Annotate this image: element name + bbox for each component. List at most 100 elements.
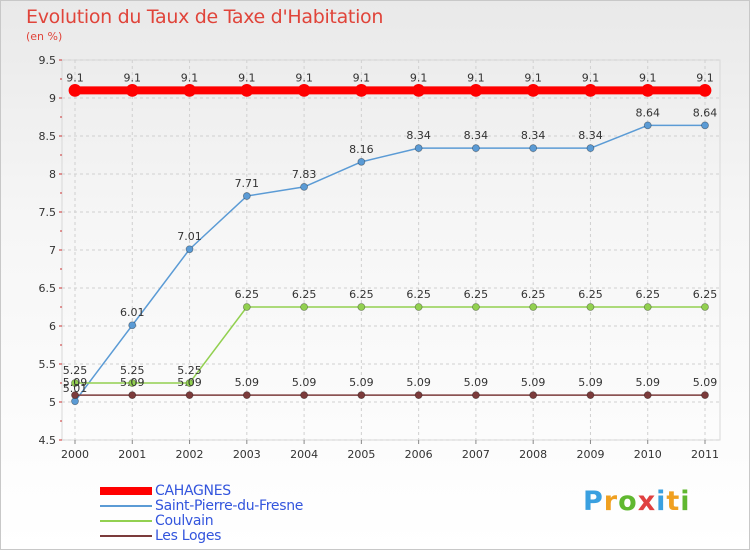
x-tick-label: 2001	[118, 448, 146, 461]
series-line	[75, 306, 705, 384]
data-label: 5.09	[177, 376, 202, 389]
data-point	[128, 321, 137, 330]
data-label: 8.34	[464, 129, 489, 142]
legend-label: Saint-Pierre-du-Fresne	[155, 497, 304, 514]
data-label: 6.25	[235, 288, 260, 301]
x-tick-label: 2003	[233, 448, 261, 461]
data-point	[643, 303, 652, 311]
logo-letter: o	[618, 486, 638, 517]
logo-letter: t	[666, 486, 681, 517]
data-point	[414, 144, 423, 153]
data-point	[586, 303, 595, 311]
data-label: 9.1	[353, 71, 371, 84]
data-point	[529, 144, 538, 153]
data-point	[641, 84, 655, 97]
data-label: 6.25	[292, 288, 317, 301]
logo-letter: i	[680, 486, 691, 517]
data-label: 6.25	[521, 288, 546, 301]
data-point	[357, 303, 366, 311]
data-point	[643, 121, 652, 130]
data-point	[183, 84, 196, 97]
data-point	[125, 84, 139, 97]
logo-letter: i	[656, 486, 667, 517]
data-point	[701, 121, 709, 130]
y-tick-label: 5.5	[39, 358, 57, 371]
data-label: 6.01	[120, 306, 145, 319]
data-label: 9.1	[295, 71, 313, 84]
legend-swatch	[100, 519, 152, 522]
data-point	[529, 303, 538, 311]
logo-letter: x	[637, 486, 657, 517]
data-point	[412, 84, 426, 97]
data-label: 5.09	[235, 376, 260, 389]
data-point	[469, 84, 483, 97]
data-point	[185, 245, 194, 254]
data-label: 9.1	[524, 71, 542, 84]
data-point	[698, 84, 712, 97]
y-tick-label: 9	[49, 92, 56, 105]
legend-swatch	[100, 504, 152, 507]
data-label: 6.25	[693, 288, 718, 301]
data-point	[240, 84, 254, 97]
legend-item: CAHAGNES	[100, 482, 303, 499]
data-label: 9.1	[124, 71, 142, 84]
x-tick-label: 2002	[176, 448, 204, 461]
x-tick-label: 2007	[462, 448, 490, 461]
data-point	[128, 391, 137, 400]
y-tick-label: 8.5	[39, 130, 57, 143]
data-label: 5.09	[521, 376, 546, 389]
data-label: 8.34	[406, 129, 431, 142]
data-label: 6.25	[464, 288, 489, 301]
data-point	[701, 303, 709, 311]
y-tick-label: 7.5	[39, 206, 57, 219]
data-label: 9.1	[696, 71, 714, 84]
data-point	[472, 303, 480, 311]
data-point	[701, 391, 709, 400]
data-label: 8.16	[349, 143, 374, 156]
y-tick-label: 6	[49, 320, 56, 333]
data-label: 9.1	[639, 71, 657, 84]
data-point	[242, 192, 251, 200]
legend-label: CAHAGNES	[155, 482, 231, 499]
data-label: 5.09	[349, 376, 374, 389]
data-label: 8.64	[635, 106, 660, 119]
y-tick-label: 8	[49, 168, 56, 181]
data-point	[242, 391, 251, 400]
data-label: 9.1	[467, 71, 485, 84]
data-label: 5.25	[63, 364, 88, 377]
data-point	[300, 183, 308, 191]
data-point	[128, 379, 137, 387]
data-point	[643, 391, 652, 400]
data-point	[185, 379, 194, 387]
data-label: 6.25	[406, 288, 431, 301]
data-label: 6.25	[349, 288, 374, 301]
data-point	[472, 144, 480, 153]
legend-item: Coulvain	[100, 512, 303, 529]
chart-legend: CAHAGNES Saint-Pierre-du-Fresne Coulvain Le…	[100, 482, 304, 544]
legend-swatch	[100, 534, 152, 537]
data-label: 5.09	[635, 376, 660, 389]
data-point	[300, 391, 308, 400]
data-point	[414, 303, 423, 311]
series-line	[74, 124, 705, 402]
data-point	[297, 84, 311, 97]
data-point	[71, 379, 79, 387]
data-label: 5.25	[177, 364, 202, 377]
data-point	[300, 303, 308, 311]
data-point	[586, 144, 595, 153]
chart-title: Evolution du Taux de Taxe d'Habitation	[26, 6, 384, 28]
data-label: 8.34	[521, 129, 546, 142]
data-label: 7.71	[235, 177, 260, 190]
logo-letter: P	[583, 486, 604, 517]
data-label: 9.1	[582, 71, 600, 84]
legend-label: Coulvain	[155, 512, 214, 529]
y-tick-label: 7	[49, 244, 56, 257]
data-label: 6.25	[635, 288, 660, 301]
y-tick-label: 5	[49, 396, 56, 409]
y-tick-label: 9.5	[39, 54, 57, 67]
data-point	[472, 391, 480, 400]
x-tick-label: 2005	[347, 448, 375, 461]
data-label: 5.09	[63, 376, 88, 389]
proxiti-logo: Proxiti	[583, 486, 691, 517]
